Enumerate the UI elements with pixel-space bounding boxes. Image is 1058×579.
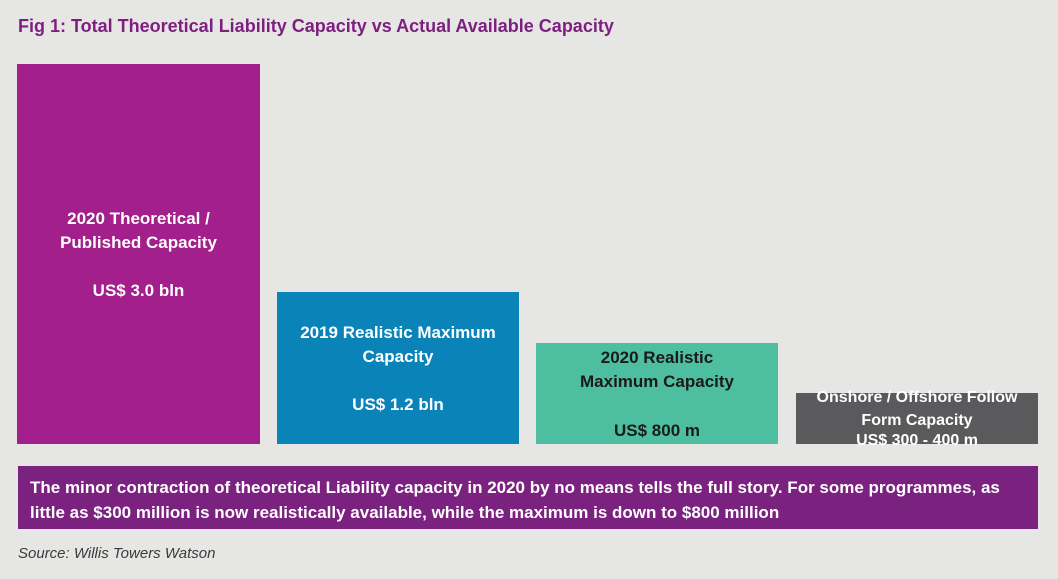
- bar-3: 2020 Realistic Maximum Capacity US$ 800 m: [536, 343, 778, 444]
- bar-value-label: US$ 800 m: [614, 421, 700, 441]
- bar-label: 2019 Realistic Maximum Capacity: [300, 323, 496, 366]
- bar-label: Onshore / Offshore Follow Form Capacity: [816, 389, 1018, 429]
- source-note: Source: Willis Towers Watson: [18, 545, 216, 562]
- bar-1: 2020 Theoretical / Published Capacity US$…: [17, 64, 260, 444]
- chart-title: Fig 1: Total Theoretical Liability Capac…: [18, 16, 614, 36]
- bar-2: 2019 Realistic Maximum Capacity US$ 1.2 b…: [277, 292, 519, 444]
- bar-label: 2020 Realistic Maximum Capacity: [580, 347, 734, 391]
- bar-label: 2020 Theoretical / Published Capacity: [60, 209, 217, 252]
- summary-callout: The minor contraction of theoretical Lia…: [18, 466, 1038, 529]
- bar-4: Onshore / Offshore Follow Form Capacity U…: [796, 389, 1038, 449]
- bar-value-label: US$ 1.2 bln: [352, 394, 444, 414]
- bar-value-label: US$ 300 - 400 m: [856, 431, 978, 449]
- bar-value-label: US$ 3.0 bln: [92, 280, 185, 300]
